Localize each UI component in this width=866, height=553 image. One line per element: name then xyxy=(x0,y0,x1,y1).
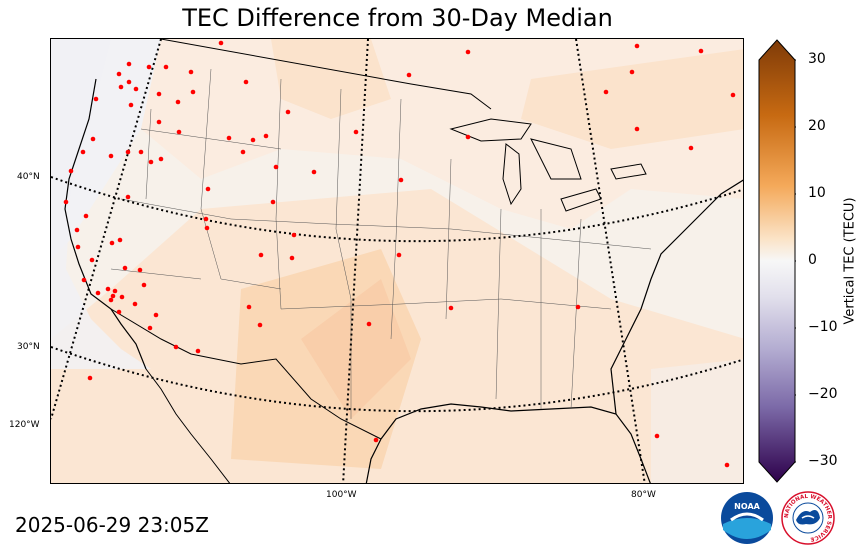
nws-logo: NATIONAL WEATHER SERVICE xyxy=(780,490,836,546)
colorbar-label: Vertical TEC (TECU) xyxy=(842,197,858,325)
colorbar-tick-minus30: −30 xyxy=(808,453,838,469)
valid-time: 2025-06-29 23:05Z xyxy=(15,513,209,537)
tec-map xyxy=(50,38,744,484)
lon-label-100w: 100°W xyxy=(326,490,357,500)
map-title: TEC Difference from 30-Day Median xyxy=(182,4,613,32)
colorbar-tick-minus10: −10 xyxy=(808,319,838,335)
noaa-logo: NOAA xyxy=(719,490,775,546)
colorbar-tick-0: 0 xyxy=(808,252,817,268)
colorbar-tick-30: 30 xyxy=(808,51,826,67)
noaa-logo-text: NOAA xyxy=(734,502,760,511)
colorbar xyxy=(758,38,800,484)
colorbar-tick-10: 10 xyxy=(808,185,826,201)
colorbar-tick-20: 20 xyxy=(808,118,826,134)
lon-label-120w: 120°W xyxy=(9,420,40,430)
lon-label-80w: 80°W xyxy=(631,490,656,500)
colorbar-tick-minus20: −20 xyxy=(808,386,838,402)
lat-label-40n: 40°N xyxy=(17,172,40,182)
lat-label-30n: 30°N xyxy=(17,342,40,352)
